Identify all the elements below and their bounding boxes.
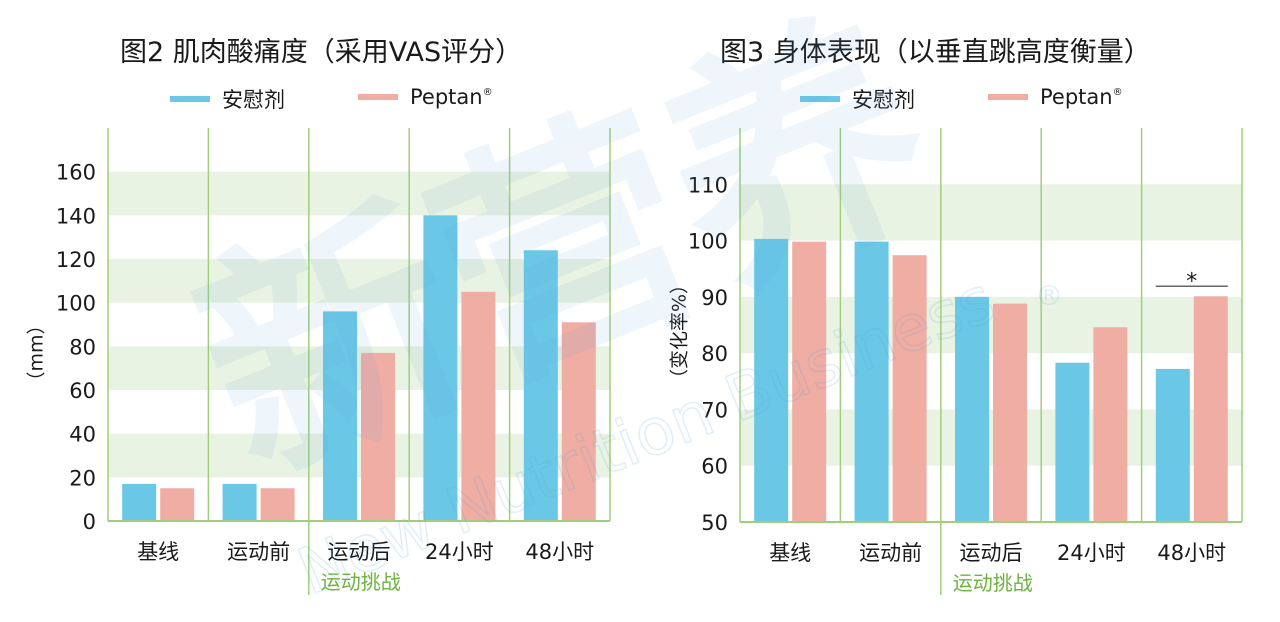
bar-placebo	[222, 483, 257, 521]
legend-label-peptan: Peptan	[1040, 85, 1113, 109]
y-tick-label: 60	[69, 379, 96, 403]
legend-label-placebo: 安慰剂	[852, 88, 915, 112]
y-tick-label: 20	[69, 466, 96, 490]
significance-star: *	[1186, 269, 1197, 294]
bar-peptan	[1193, 296, 1228, 522]
bar-peptan	[993, 303, 1027, 522]
y-tick-label: 70	[701, 398, 728, 422]
legend-label-placebo: 安慰剂	[222, 88, 285, 112]
bar-placebo	[955, 296, 989, 522]
legend-registered-mark: ®	[1112, 87, 1123, 98]
bar-peptan	[260, 488, 295, 521]
bar-peptan	[1093, 327, 1128, 522]
grid-band	[740, 184, 1242, 241]
group-label: 运动挑战	[953, 571, 1033, 595]
y-tick-label: 0	[83, 510, 96, 534]
bar-peptan	[892, 255, 927, 522]
x-tick-label: 运动前	[859, 541, 922, 565]
legend-registered-mark: ®	[482, 87, 493, 98]
x-tick-label: 运动前	[227, 540, 290, 564]
bar-peptan	[160, 488, 195, 521]
bar-placebo	[854, 241, 889, 522]
legend-swatch-peptan	[988, 94, 1028, 100]
bar-placebo	[323, 311, 357, 521]
y-tick-label: 80	[701, 342, 728, 366]
legend-label-peptan: Peptan	[410, 85, 483, 109]
legend-swatch-peptan	[358, 94, 398, 100]
bar-peptan	[561, 322, 596, 521]
y-tick-label: 120	[56, 248, 96, 272]
y-tick-label: 80	[69, 335, 96, 359]
y-tick-label: 100	[688, 230, 728, 254]
legend-item-placebo: 安慰剂	[800, 84, 915, 114]
y-tick-label: 110	[688, 173, 728, 197]
y-tick-label: 100	[56, 292, 96, 316]
chart-title: 图3 身体表现（以垂直跳高度衡量）	[720, 37, 1151, 68]
chart-muscle-soreness: 图2 肌肉酸痛度（采用VAS评分） 安慰剂 Peptan® （mm） 基线 运动前…	[26, 37, 611, 595]
bar-placebo	[523, 250, 558, 521]
plot-area: 基线 运动前 运动后 24小时 48小时 50 60 70 80 90 100 110 运动挑战 *	[688, 128, 1243, 595]
x-tick-label: 运动后	[328, 540, 391, 564]
bar-placebo	[754, 238, 789, 522]
legend-item-peptan: Peptan®	[358, 84, 493, 109]
y-tick-label: 50	[701, 511, 728, 535]
y-tick-label: 140	[56, 204, 96, 228]
legend-item-placebo: 安慰剂	[170, 84, 285, 114]
legend-swatch-placebo	[170, 96, 210, 102]
x-tick-label: 48小时	[525, 540, 594, 564]
bar-placebo	[423, 215, 458, 522]
grid-band	[108, 171, 610, 216]
legend-item-peptan: Peptan®	[988, 84, 1123, 109]
chart-title: 图2 肌肉酸痛度（采用VAS评分）	[120, 37, 523, 68]
bar-peptan	[461, 291, 496, 521]
bar-placebo	[122, 483, 157, 521]
y-tick-label: 60	[701, 455, 728, 479]
x-tick-label: 24小时	[425, 540, 494, 564]
bar-placebo	[1155, 368, 1190, 522]
y-tick-label: 160	[56, 161, 96, 185]
plot-area: 基线 运动前 运动后 24小时 48小时 0 20 40 60 80 100 120 140 160 运动挑…	[56, 128, 611, 595]
y-tick-label: 90	[701, 286, 728, 310]
group-label: 运动挑战	[321, 570, 401, 594]
bar-peptan	[361, 352, 395, 521]
x-tick-label: 24小时	[1057, 541, 1126, 565]
x-tick-label: 基线	[137, 540, 179, 564]
x-tick-label: 48小时	[1157, 541, 1226, 565]
x-tick-label: 基线	[769, 541, 811, 565]
bar-placebo	[1055, 362, 1090, 522]
legend-swatch-placebo	[800, 96, 840, 102]
chart-vertical-jump: 图3 身体表现（以垂直跳高度衡量） 安慰剂 Peptan® （变化率%） 基线运…	[640, 0, 1280, 622]
x-tick-label: 运动后	[960, 541, 1023, 565]
y-tick-label: 40	[69, 423, 96, 447]
bar-peptan	[792, 241, 827, 522]
